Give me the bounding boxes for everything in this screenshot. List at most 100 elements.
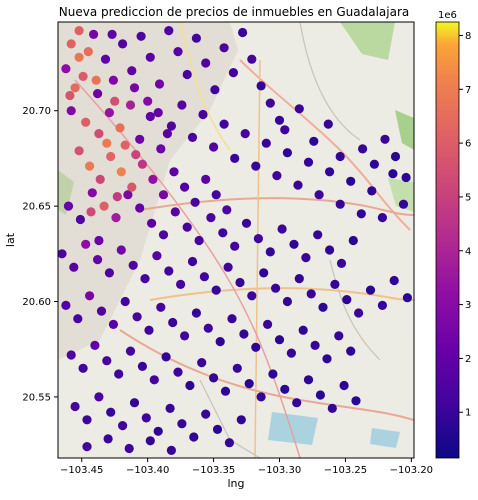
data-point [118,421,128,431]
data-point [177,100,187,110]
data-point [182,69,192,80]
data-point [256,81,266,91]
data-point [104,268,114,278]
data-point [280,125,290,135]
data-point [145,52,155,62]
data-point [367,186,377,196]
data-point [104,108,114,118]
data-point [256,392,266,402]
data-point [318,302,328,312]
data-point [95,174,105,184]
data-point [108,319,118,329]
data-point [191,33,201,43]
data-point [224,438,234,448]
data-point [136,31,146,41]
data-point [90,340,100,350]
data-point [238,27,248,38]
data-point [322,354,332,364]
x-tick-label: −103.45 [60,465,103,476]
data-point [118,39,128,49]
y-tick-label: 20.55 [22,392,51,403]
data-point [106,151,116,162]
data-point [244,379,254,389]
data-point [127,182,137,192]
x-tick-label: −103.40 [126,465,169,476]
colorbar-ticks: 1 2 3 4 5 6 7 8 [459,31,471,419]
data-point [89,29,99,39]
data-point [145,436,155,446]
data-point [223,262,233,272]
data-point [369,159,379,169]
data-point [114,369,124,379]
data-point [335,151,345,162]
data-point [253,234,263,244]
data-point [402,293,412,303]
data-point [103,434,113,444]
data-point [220,386,231,396]
data-point [168,317,178,328]
data-point [268,369,278,379]
data-point [153,108,163,118]
data-point [111,213,121,223]
data-point [116,167,126,177]
data-point [61,300,71,310]
data-point [282,296,292,307]
data-point [147,218,157,228]
data-point [314,190,324,200]
data-point [230,153,240,163]
data-point [271,283,281,293]
y-tick-label: 20.60 [22,297,51,308]
data-point [294,274,304,284]
data-point [206,213,216,223]
data-point [215,337,225,347]
data-point [263,319,273,329]
colorbar-tick-label: 8 [465,31,471,42]
data-point [232,363,242,373]
y-axis-label: lat [4,232,17,247]
data-point [131,150,141,160]
data-point [99,201,109,211]
data-point [132,312,142,322]
data-point [120,140,130,150]
data-point [240,129,250,139]
data-point [110,96,120,106]
data-point [351,396,361,406]
data-point [128,260,138,270]
data-point [78,363,88,373]
data-point [74,26,84,36]
data-point [158,230,169,240]
data-point [211,190,221,200]
data-point [102,356,112,366]
data-point [129,83,140,93]
data-point [158,190,169,200]
data-point [161,352,171,362]
colorbar-tick-label: 1 [465,408,471,419]
data-point [116,245,126,255]
data-point [145,111,155,122]
data-point [124,443,134,454]
data-point [228,68,238,78]
data-point [125,346,136,356]
data-point [377,213,387,223]
data-point [148,174,158,184]
data-point [389,275,399,286]
data-point [83,47,93,57]
data-point [137,159,147,169]
data-point [236,415,246,425]
data-point [199,272,209,282]
map-background [58,22,414,458]
data-point [100,54,111,64]
data-point [187,132,198,142]
colorbar-tick-label: 6 [465,139,471,150]
data-point [162,129,172,139]
data-point [325,245,335,255]
colorbar [435,21,460,459]
data-point [259,268,269,278]
data-point [210,85,220,95]
x-tick-label: −103.20 [390,465,433,476]
data-point [336,258,347,268]
data-point [73,314,83,324]
data-point [156,302,166,312]
data-point [335,199,345,209]
